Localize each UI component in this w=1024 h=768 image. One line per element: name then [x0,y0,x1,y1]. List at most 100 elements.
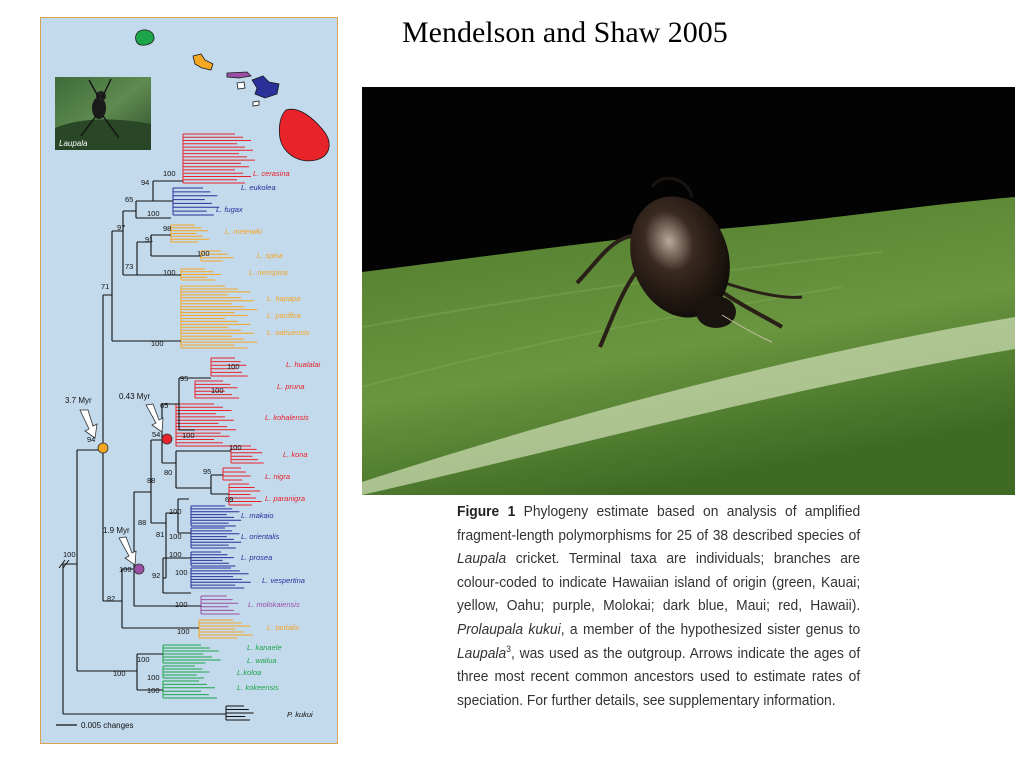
species-label: L. vespertina [262,576,305,585]
species-label: L. wailua [247,656,277,665]
support-value: 73 [125,262,133,271]
support-value: 95 [203,467,211,476]
support-value: 100 [169,550,182,559]
caption-genus: Laupala [457,551,507,568]
species-label: P. kukui [287,710,313,719]
caption-text: , was used as the outgroup. Arrows indic… [457,645,861,709]
support-value: 65 [125,195,133,204]
support-value: 100 [137,655,150,664]
species-label: L. paranigra [265,494,305,503]
ancestor-node-marker [97,442,109,454]
hawaii-island [278,108,330,162]
support-value: 71 [101,282,109,291]
support-value: 100 [63,550,76,559]
species-label: L. molokaiensis [248,600,300,609]
figure-label: Figure 1 [457,504,516,520]
cricket-photo [362,87,1015,495]
species-label: L. prosea [241,553,272,562]
species-label: L.koloa [237,668,261,677]
laupala-inset-photo: Laupala [55,77,151,150]
support-value: 100 [147,209,160,218]
support-value: 97 [117,223,125,232]
support-value: 95 [180,374,188,383]
arrow-icon [145,403,164,433]
leaf-vein [362,317,1015,495]
support-value: 100 [227,362,240,371]
leaf-surface [362,197,1015,495]
support-value: 100 [211,386,224,395]
support-value: 100 [163,169,176,178]
species-label: L. tantalis [267,623,299,632]
species-label: L. eukolea [241,183,276,192]
caption-text: , a member of the hypothesized sister ge… [560,621,861,638]
support-value: 54 [152,430,160,439]
caption-species: Prolaupala kukui [457,621,561,638]
support-value: 100 [169,507,182,516]
arrow-icon [118,536,137,566]
age-label: 0.43 Myr [119,392,150,401]
species-label: L. kohalensis [265,413,309,422]
ancestor-node-marker [133,563,145,575]
support-value: 98 [163,224,171,233]
support-value: 94 [87,435,95,444]
species-label: L. oahuensis [267,328,310,337]
arrow-icon [79,409,98,439]
inset-label: Laupala [59,139,88,148]
hawaii-islands-map [135,29,330,162]
species-label: L. neospisa [249,268,287,277]
support-value: 100 [197,249,210,258]
cricket-insect [575,176,803,348]
phylogeny-figure: Laupala 100 94 65 100 9 [40,17,338,744]
support-value: 100 [147,673,160,682]
support-value: 100 [163,268,176,277]
support-value: 100 [147,686,160,695]
species-label: L. orientalis [241,532,280,541]
kauai-island [135,29,155,46]
axis-break-mark [58,559,70,569]
molokai-island [226,71,252,79]
oahu-island [192,53,214,71]
lanai-island [236,81,246,90]
scale-bar: 0.005 changes [56,721,134,730]
age-label: 3.7 Myr [65,396,92,405]
support-value: 69 [225,495,233,504]
support-value: 100 [169,532,182,541]
species-label: L. pruna [277,382,305,391]
species-label: L. fugax [216,205,243,214]
slide-title: Mendelson and Shaw 2005 [402,16,728,49]
bootstrap-labels: 100 94 65 100 97 98 91 100 73 100 71 100… [63,169,242,695]
support-value: 88 [138,518,146,527]
support-value: 80 [164,468,172,477]
tree-backbone [62,180,231,715]
terminal-taxa [162,133,264,721]
support-value: 94 [141,178,149,187]
support-value: 100 [175,568,188,577]
species-label: L. melewiki [225,227,262,236]
age-label: 1.9 Myr [103,526,130,535]
species-label: L. hapapa [267,294,300,303]
species-label: L. makaio [241,511,274,520]
support-value: 92 [152,571,160,580]
species-label: L. pacifica [267,311,301,320]
kahoolawe-island [252,100,260,107]
scale-label: 0.005 changes [81,721,134,730]
species-label: L. cerasina [253,169,290,178]
support-value: 100 [175,600,188,609]
caption-genus: Laupala [457,645,507,662]
caption-text: cricket. Terminal taxa are individuals; … [457,551,861,615]
species-labels: L. cerasina L. eukolea L. fugax L. melew… [216,169,321,719]
support-value: 81 [156,530,164,539]
caption-text: Phylogeny estimate based on analysis of … [457,504,861,544]
ancestor-node-marker [161,433,173,445]
support-value: 88 [147,476,155,485]
support-value: 100 [229,443,242,452]
caption-reference: 3 [506,643,511,654]
support-value: 100 [119,565,132,574]
support-value: 82 [107,594,115,603]
species-label: L. kona [283,450,308,459]
species-label: L. kokeensis [237,683,279,692]
maui-island [251,75,280,99]
support-value: 100 [113,669,126,678]
support-value: 100 [151,339,164,348]
age-annotations: 3.7 Myr 0.43 Myr 1.9 Myr [65,392,173,575]
